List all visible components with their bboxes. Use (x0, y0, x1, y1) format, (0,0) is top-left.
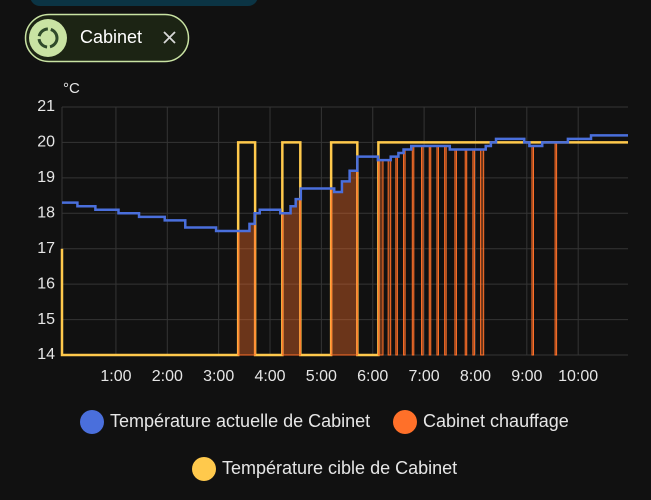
legend-label: Cabinet chauffage (423, 411, 569, 431)
x-tick-label: 5:00 (306, 368, 337, 385)
heating-area (444, 145, 447, 356)
legend-marker (192, 457, 216, 481)
y-tick-label: 20 (37, 134, 55, 151)
heating-area (554, 141, 558, 356)
heating-area (472, 149, 475, 356)
x-tick-label: 9:00 (511, 368, 542, 385)
heating-area (480, 149, 485, 356)
y-tick-label: 17 (37, 240, 55, 257)
top-panel (30, 0, 258, 6)
heating-area (237, 223, 256, 356)
y-tick-label: 21 (37, 98, 55, 115)
x-tick-label: 3:00 (203, 368, 234, 385)
heating-area (421, 145, 424, 356)
chip-close[interactable] (163, 31, 176, 44)
chip-icon (37, 27, 59, 49)
heating-area (330, 170, 358, 356)
legend-marker (80, 410, 104, 434)
x-tick-label: 6:00 (357, 368, 388, 385)
chip-icon-bg (29, 19, 67, 57)
heating-area (395, 156, 398, 356)
legend-label: Température actuelle de Cabinet (110, 411, 370, 431)
y-tick-label: 14 (37, 346, 55, 363)
heating-area (411, 145, 415, 356)
chip-outline[interactable] (24, 13, 190, 63)
heating-area (377, 159, 384, 356)
y-axis-unit: °C (63, 80, 80, 97)
filter-chip[interactable]: Cabinet (24, 13, 190, 63)
heating-area (428, 145, 432, 356)
heating-area (531, 145, 534, 356)
y-tick-label: 18 (37, 205, 55, 222)
legend-marker (393, 410, 417, 434)
y-tick-label: 19 (37, 169, 55, 186)
legend-label: Température cible de Cabinet (222, 458, 457, 478)
heating-area (454, 149, 457, 356)
heating-area (436, 145, 439, 356)
x-tick-label: 1:00 (100, 368, 131, 385)
heating-area (281, 198, 301, 356)
x-tick-label: 2:00 (152, 368, 183, 385)
x-tick-label: 10:00 (558, 368, 598, 385)
x-tick-label: 4:00 (254, 368, 285, 385)
chip-label: Cabinet (80, 27, 142, 47)
y-tick-label: 16 (37, 275, 55, 292)
x-tick-label: 8:00 (460, 368, 491, 385)
series-line (60, 141, 628, 357)
heating-area (403, 149, 406, 356)
heating-area (387, 159, 392, 356)
x-tick-label: 7:00 (409, 368, 440, 385)
y-tick-label: 15 (37, 311, 55, 328)
heating-area (464, 149, 468, 356)
series-line (62, 134, 628, 233)
